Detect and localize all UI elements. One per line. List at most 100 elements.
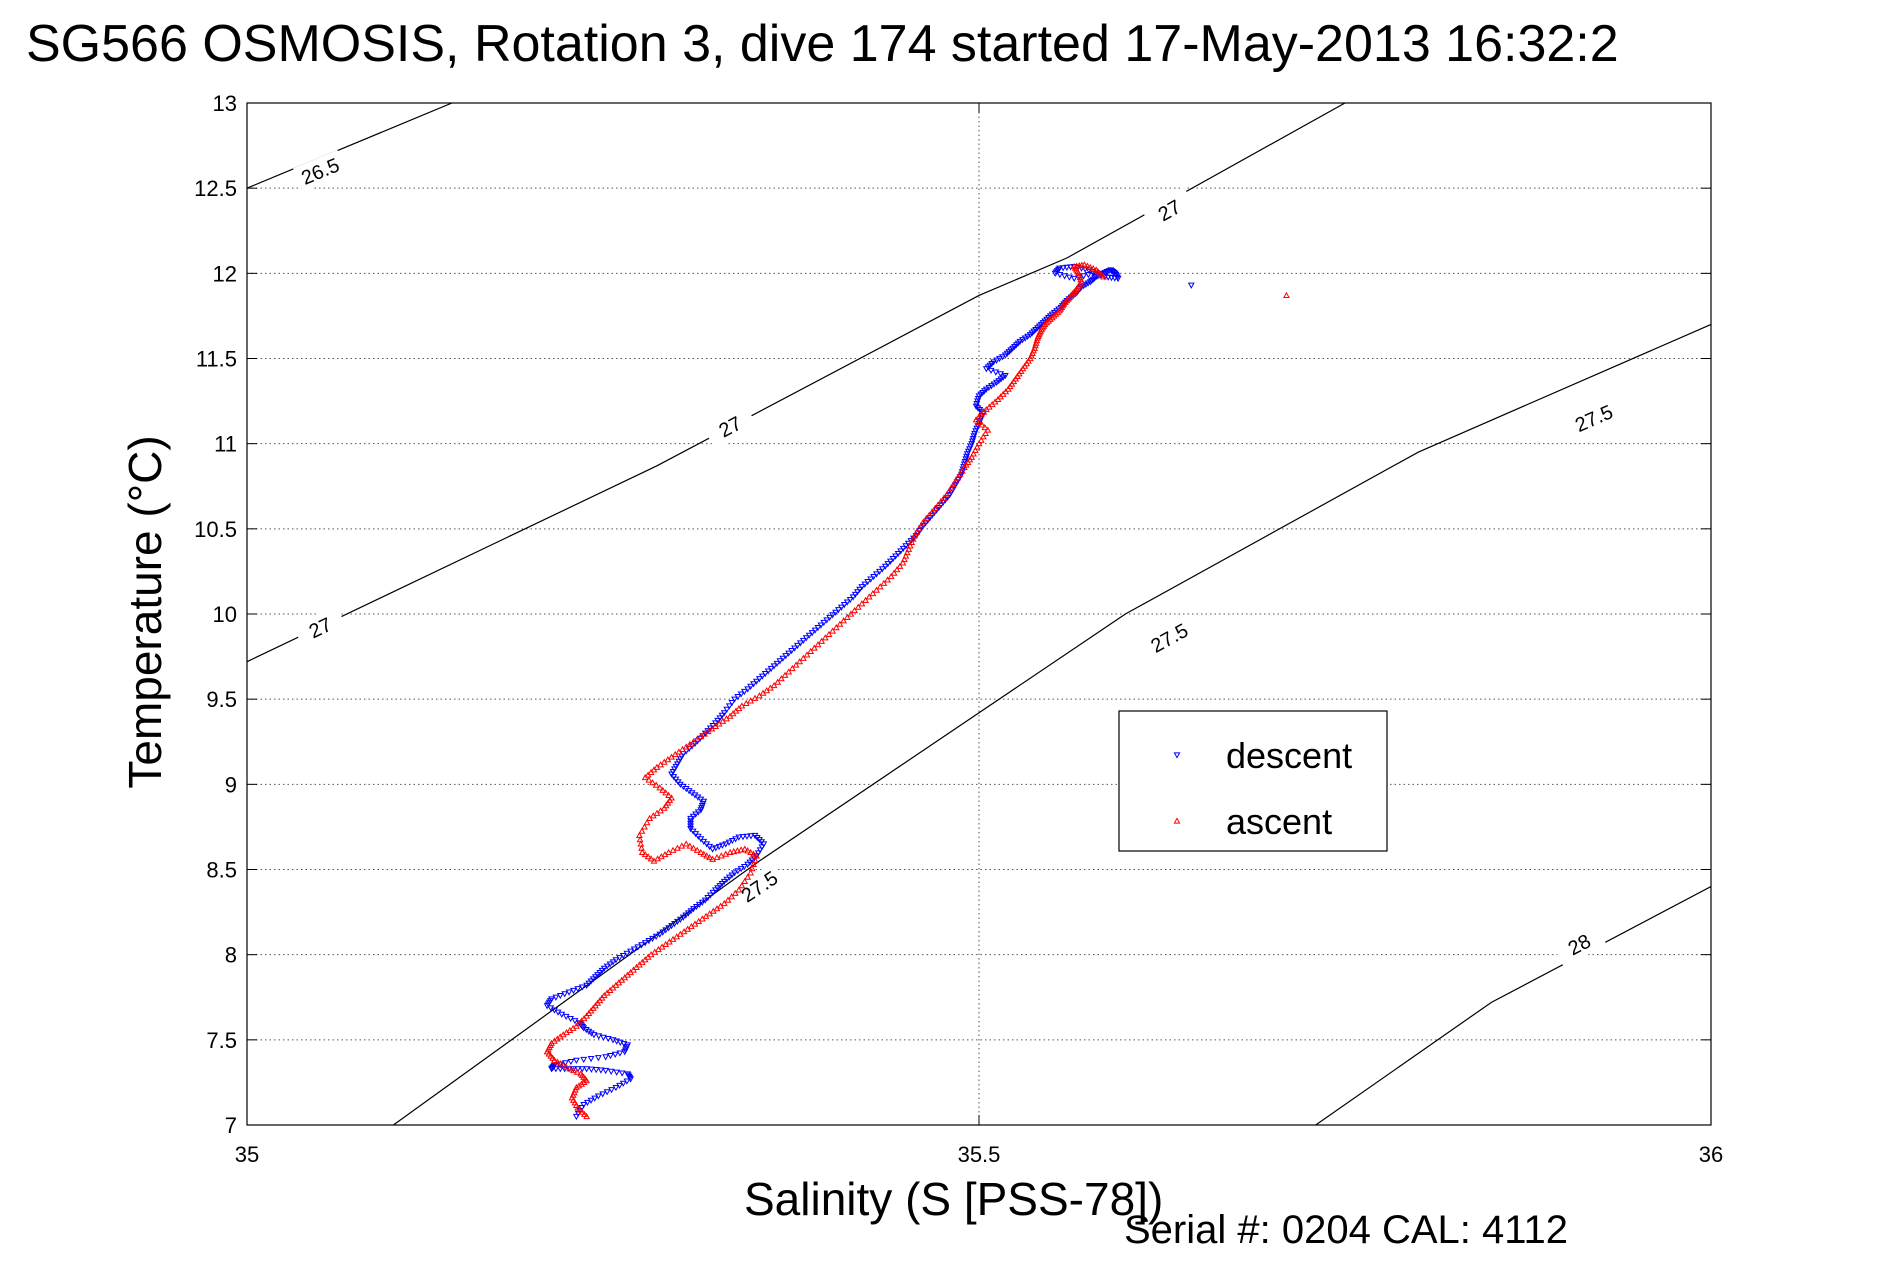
- descent-point: [773, 660, 781, 668]
- descent-point: [832, 609, 839, 616]
- ascent-point: [919, 518, 927, 525]
- descent-point: [1065, 274, 1073, 281]
- serial-cal-footer: Serial #: 0204 CAL: 4112: [1124, 1208, 1569, 1252]
- descent-point: [751, 832, 759, 840]
- descent-point: [547, 1005, 555, 1012]
- descent-point: [679, 783, 687, 791]
- descent-point: [767, 665, 775, 673]
- descent-point: [849, 594, 857, 601]
- descent-point: [572, 1057, 580, 1064]
- x-tick-label: 35.5: [958, 1142, 1001, 1167]
- ascent-point: [836, 620, 844, 627]
- ascent-point: [937, 497, 945, 505]
- descent-point: [580, 1056, 588, 1064]
- legend-label-ascent: ascent: [1226, 801, 1332, 842]
- ascent-point: [731, 889, 739, 896]
- descent-point: [826, 614, 834, 622]
- descent-point: [764, 668, 772, 675]
- legend-marker-ascent: [1173, 817, 1181, 824]
- descent-point: [728, 699, 736, 707]
- descent-point: [889, 556, 897, 563]
- descent-point: [587, 1097, 595, 1104]
- descent-point: [697, 796, 705, 803]
- descent-point: [805, 632, 813, 639]
- ascent-point: [1099, 273, 1107, 280]
- ascent-point: [673, 844, 681, 851]
- descent-point: [656, 931, 664, 938]
- descent-point: [817, 622, 825, 629]
- descent-point: [760, 841, 768, 848]
- descent-point: [598, 967, 606, 975]
- ascent-point: [832, 623, 840, 631]
- ascent-point: [741, 845, 749, 852]
- descent-point: [611, 1051, 619, 1058]
- descent-point: [627, 948, 635, 955]
- descent-point: [587, 1055, 595, 1063]
- descent-point: [649, 935, 656, 943]
- descent-point: [814, 625, 822, 632]
- ascent-point: [807, 647, 815, 655]
- descent-point: [753, 678, 760, 685]
- descent-point: [944, 494, 951, 501]
- descent-point: [550, 1062, 558, 1070]
- descent-point: [716, 715, 724, 722]
- descent-point: [570, 1066, 577, 1073]
- y-tick-label: 11: [214, 432, 237, 457]
- descent-point: [811, 627, 819, 634]
- ascent-point: [911, 532, 919, 539]
- descent-point: [796, 640, 804, 647]
- ascent-point: [814, 641, 822, 648]
- y-tick-label: 7: [225, 1113, 237, 1138]
- descent-point: [714, 885, 722, 892]
- descent-point: [603, 963, 611, 970]
- descent-point: [587, 1066, 595, 1073]
- ascent-point: [1054, 308, 1062, 316]
- ascent-point: [945, 487, 953, 494]
- descent-point: [674, 779, 682, 786]
- descent-point: [867, 576, 875, 583]
- ascent-point: [713, 853, 721, 861]
- ascent-point: [843, 613, 851, 620]
- ascent-point: [556, 1060, 564, 1067]
- grid-layer: [247, 103, 1711, 1125]
- y-tick-label: 7.5: [206, 1028, 237, 1053]
- descent-point: [992, 369, 1000, 376]
- descent-point: [709, 889, 717, 897]
- isopycnal-label-bg: [1142, 187, 1197, 234]
- descent-point: [993, 357, 1001, 364]
- ascent-point: [858, 600, 866, 607]
- ascent-point: [931, 504, 939, 511]
- ascent-point: [717, 852, 725, 859]
- descent-point: [750, 681, 757, 688]
- descent-point: [679, 914, 687, 921]
- descent-point: [574, 986, 582, 993]
- descent-point: [758, 673, 766, 680]
- descent-point: [606, 961, 614, 968]
- ascent-point: [722, 850, 730, 857]
- y-tick-label: 12: [213, 261, 237, 286]
- descent-point: [668, 923, 676, 930]
- descent-point: [731, 870, 738, 877]
- ascent-point: [636, 836, 644, 843]
- ascent-point: [862, 596, 869, 603]
- descent-point: [725, 874, 733, 881]
- x-axis-label: Salinity (S [PSS-78]): [744, 1173, 1164, 1225]
- ascent-point: [635, 831, 643, 839]
- descent-point: [892, 553, 900, 560]
- descent-point: [587, 1030, 595, 1037]
- ascent-point: [709, 855, 717, 862]
- descent-point: [861, 581, 869, 588]
- descent-point: [1104, 274, 1112, 281]
- descent-point: [676, 781, 684, 788]
- ascent-point: [840, 617, 848, 624]
- descent-point: [694, 809, 702, 816]
- descent-point: [612, 1084, 620, 1092]
- ascent-point: [906, 542, 914, 549]
- ascent-point: [928, 508, 936, 515]
- descent-point: [1051, 270, 1059, 277]
- ascent-point: [678, 842, 686, 849]
- descent-point: [700, 838, 708, 846]
- ascent-point: [908, 538, 916, 546]
- y-tick-label: 10: [213, 602, 237, 627]
- descent-point: [612, 957, 620, 964]
